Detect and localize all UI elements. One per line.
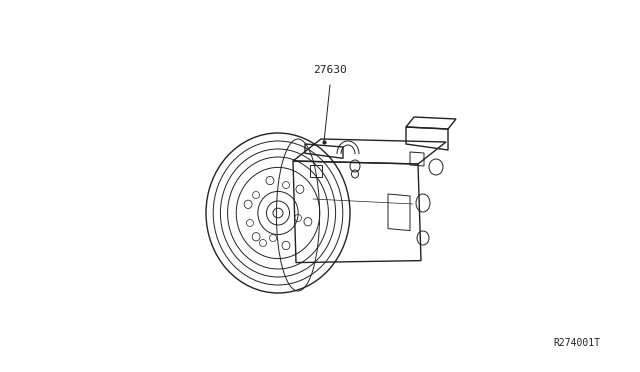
Text: 27630: 27630 — [313, 65, 347, 75]
Text: R274001T: R274001T — [553, 338, 600, 348]
